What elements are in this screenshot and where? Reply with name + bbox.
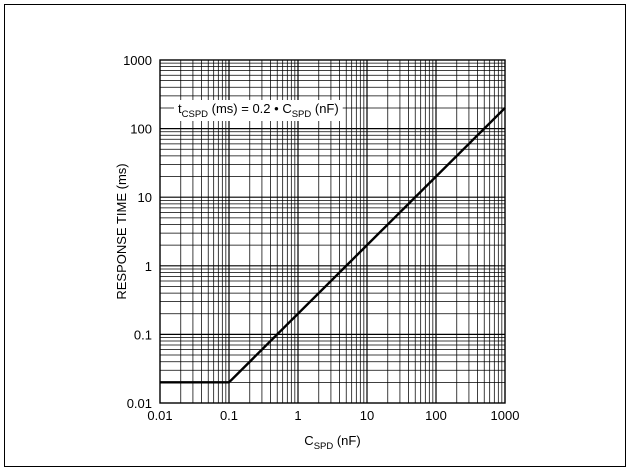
- annotation-part: •: [274, 101, 279, 116]
- x-axis-title-unit: (nF): [333, 433, 360, 448]
- chart-frame: [4, 4, 626, 467]
- y-tick-label: 1000: [123, 53, 152, 68]
- y-tick-label: 10: [138, 190, 152, 205]
- annotation-formula: tCSPD (ms) = 0.2 • CSPD (nF): [178, 101, 339, 120]
- y-tick-label: 0.01: [127, 396, 152, 411]
- x-tick-label: 1: [294, 408, 301, 423]
- x-axis-title-main: C: [304, 433, 313, 448]
- y-tick-label: 0.1: [134, 327, 152, 342]
- annotation-part: SPD: [292, 109, 312, 120]
- y-tick-label: 100: [130, 122, 152, 137]
- x-tick-label: 1000: [491, 408, 520, 423]
- annotation-part: CSPD: [182, 109, 209, 120]
- x-axis-title-sub: SPD: [314, 441, 334, 452]
- annotation-group: tCSPD (ms) = 0.2 • CSPD (nF): [174, 100, 343, 121]
- y-tick-labels: 0.01 0.1 1 10 100 1000: [123, 53, 152, 411]
- annotation-part: t: [178, 101, 182, 116]
- x-tick-label: 0.01: [147, 408, 172, 423]
- x-axis-title: CSPD (nF): [304, 433, 360, 452]
- x-tick-label: 100: [425, 408, 447, 423]
- x-tick-label: 10: [360, 408, 374, 423]
- y-tick-label: 1: [145, 259, 152, 274]
- series-line: [160, 107, 506, 384]
- y-axis-title: RESPONSE TIME (ms): [114, 163, 129, 299]
- x-tick-label: 0.1: [220, 408, 238, 423]
- annotation-part: (ms) = 0.2: [208, 101, 274, 116]
- plot-border: [159, 59, 506, 404]
- annotation-background: [174, 100, 343, 121]
- annotation-part: C: [279, 101, 292, 116]
- x-tick-labels: 0.01 0.1 1 10 100 1000: [147, 408, 519, 423]
- annotation-part: (nF): [311, 101, 338, 116]
